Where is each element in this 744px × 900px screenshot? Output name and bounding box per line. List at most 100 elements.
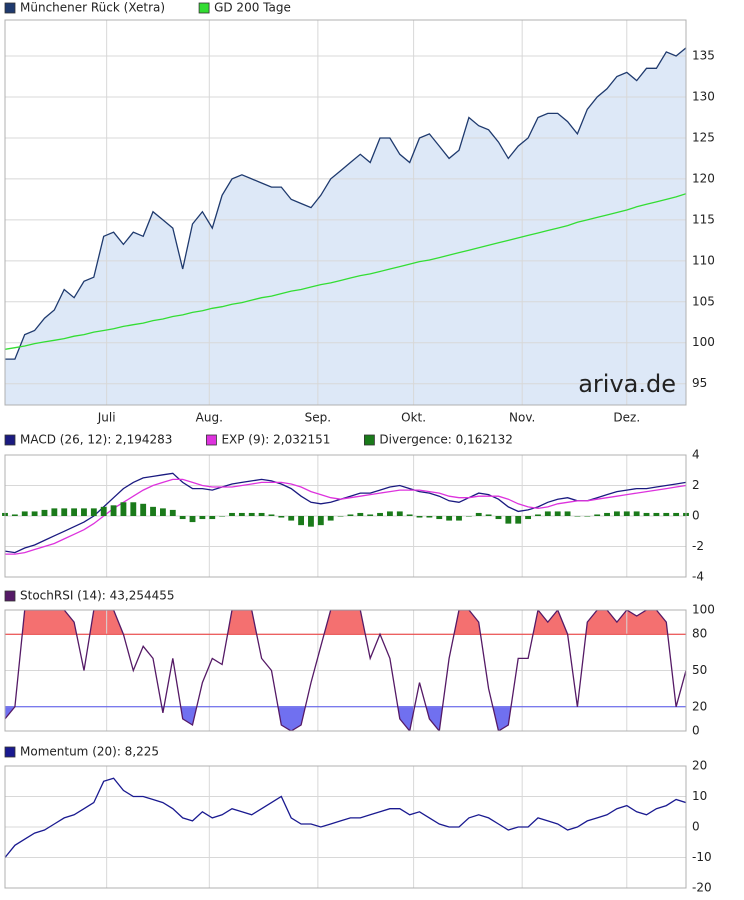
legend-label: Münchener Rück (Xetra) [20, 1, 165, 15]
x-tick-label: Aug. [196, 411, 223, 425]
y-tick-label: 0 [692, 820, 700, 834]
series-line [5, 193, 686, 350]
bar [71, 508, 78, 516]
series-line [5, 777, 686, 858]
y-tick-label: 50 [692, 663, 707, 677]
bar [41, 509, 48, 516]
band-fill [5, 610, 686, 635]
y-tick-label: -10 [692, 850, 712, 864]
y-tick-label: 20 [692, 759, 707, 773]
x-tick-label: Nov. [509, 411, 535, 425]
bar [100, 506, 107, 516]
y-tick-label: 105 [692, 294, 715, 308]
legend-swatch [4, 746, 16, 758]
bar [574, 516, 581, 517]
bar [337, 516, 344, 517]
y-tick-label: 0 [692, 724, 700, 738]
bar [258, 512, 265, 516]
legend-label: MACD (26, 12): 2,194283 [20, 433, 172, 447]
bar [61, 508, 68, 516]
bar [347, 514, 354, 516]
series-line [5, 472, 686, 554]
legend-swatch [206, 434, 217, 446]
bar [150, 506, 156, 516]
bar [90, 508, 97, 516]
bar [584, 516, 591, 517]
y-tick-label: 125 [692, 130, 715, 144]
plot-frame [4, 19, 687, 406]
bar [406, 514, 413, 516]
bar [475, 512, 482, 516]
bar [219, 516, 226, 517]
bar [31, 511, 38, 516]
bar [367, 514, 374, 516]
bar [456, 516, 462, 521]
bar [465, 516, 472, 517]
watermark: ariva.de [578, 370, 676, 398]
bar [633, 511, 640, 516]
series-line [5, 610, 686, 731]
bar [298, 516, 305, 526]
bar [495, 516, 502, 520]
bar [613, 511, 620, 516]
y-tick-label: 135 [692, 49, 715, 63]
bar [120, 502, 127, 516]
bar [426, 516, 433, 518]
y-tick-label: 110 [692, 253, 715, 267]
bar [505, 516, 512, 524]
bar [308, 516, 314, 527]
bar [288, 516, 295, 521]
series-line [5, 47, 686, 360]
bar [51, 508, 58, 516]
bar [396, 511, 403, 516]
y-tick-label: 120 [692, 171, 715, 185]
x-tick-label: Sep. [305, 411, 331, 425]
bar [663, 512, 670, 516]
legend-swatch [4, 590, 16, 602]
y-tick-label: 130 [692, 90, 715, 104]
bar [604, 512, 610, 516]
bar [278, 516, 285, 518]
bar [238, 512, 245, 516]
y-tick-label: -2 [692, 539, 704, 553]
y-tick-label: -20 [692, 881, 712, 895]
bar [673, 512, 680, 516]
y-tick-label: 80 [692, 627, 707, 641]
bar [169, 509, 176, 516]
x-tick-label: Okt. [401, 411, 426, 425]
bar [229, 512, 235, 516]
bar [11, 514, 18, 516]
plot-frame [4, 765, 687, 889]
bar [130, 502, 137, 516]
y-tick-label: 0 [692, 509, 700, 523]
bar [535, 514, 541, 516]
legend-swatch [4, 2, 16, 14]
y-tick-label: 20 [692, 699, 707, 713]
legend-swatch [4, 434, 16, 446]
y-tick-label: 4 [692, 448, 700, 462]
x-tick-label: Juli [97, 411, 116, 425]
plot-frame [4, 454, 687, 578]
bar [386, 511, 393, 516]
bar [653, 512, 660, 516]
y-tick-label: 95 [692, 376, 707, 390]
bar [189, 516, 196, 523]
series-line [5, 478, 686, 555]
bar [327, 516, 334, 521]
bar [446, 516, 453, 521]
bar [248, 512, 255, 516]
bar [21, 511, 28, 516]
y-tick-label: 10 [692, 789, 707, 803]
bar [140, 503, 147, 516]
bar [377, 512, 383, 516]
legend-label: Divergence: 0,162132 [379, 433, 512, 447]
bar [515, 516, 522, 524]
bar [317, 516, 324, 526]
y-tick-label: 2 [692, 478, 700, 492]
y-tick-label: -4 [692, 570, 704, 584]
bar [623, 511, 630, 516]
bar [544, 511, 551, 516]
plot-frame [4, 609, 687, 732]
bar [199, 516, 206, 520]
